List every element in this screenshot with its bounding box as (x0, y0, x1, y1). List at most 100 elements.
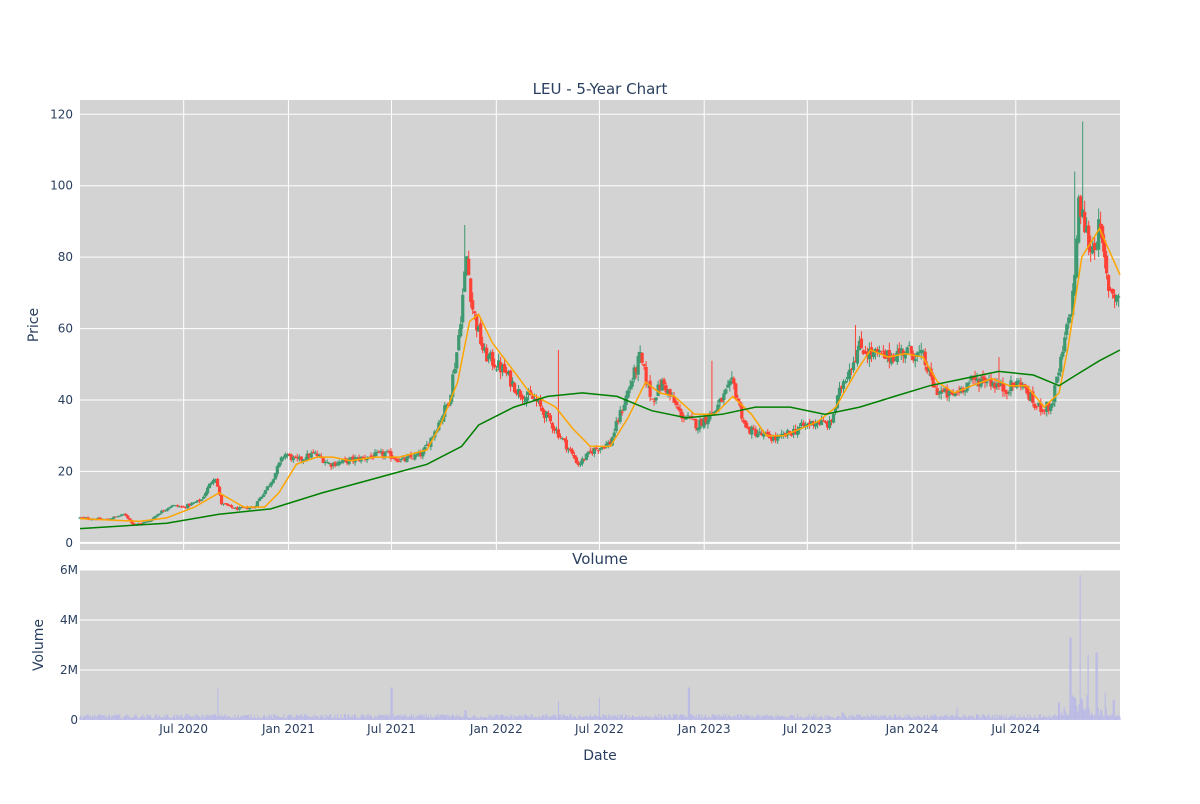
volume-bar (328, 714, 330, 720)
candle-body (859, 338, 864, 349)
volume-bar (418, 716, 420, 720)
volume-bar (465, 710, 467, 720)
candle-body (463, 271, 467, 292)
candle-body (477, 325, 481, 332)
candle-body (341, 459, 345, 463)
volume-bar (614, 715, 616, 720)
candle-body (941, 389, 945, 393)
volume-bar (159, 715, 161, 720)
volume-bar (180, 714, 182, 720)
volume-bar (290, 714, 292, 720)
volume-bar (822, 718, 824, 720)
candle-body (215, 479, 220, 487)
volume-bar (1024, 717, 1026, 720)
volume-bar (359, 716, 361, 720)
volume-bar (942, 716, 944, 720)
volume-bar (1016, 717, 1018, 720)
volume-bar (112, 715, 114, 720)
candle-body (453, 368, 457, 374)
candle-body (516, 389, 521, 395)
volume-bar (1036, 718, 1038, 720)
volume-bar (795, 718, 797, 720)
volume-bar (685, 716, 687, 720)
volume-bar (291, 715, 293, 720)
volume-bar (121, 718, 123, 720)
volume-bar (441, 714, 443, 720)
volume-bar (403, 716, 405, 720)
candle-body (245, 507, 250, 509)
volume-bar (864, 716, 866, 720)
volume-bar (213, 714, 215, 720)
volume-bar (668, 714, 670, 720)
candle-body (917, 352, 921, 354)
volume-bar (770, 715, 772, 720)
volume-bar (619, 714, 621, 720)
volume-bar (1018, 717, 1020, 720)
volume-bar (161, 717, 163, 720)
candle-body (1057, 372, 1061, 376)
volume-bar (242, 716, 244, 720)
volume-bar (319, 714, 321, 720)
volume-bar (405, 714, 407, 720)
volume-bar (1007, 717, 1009, 720)
candle-body (1005, 391, 1009, 394)
volume-bar (489, 714, 491, 720)
candle-body (929, 368, 933, 377)
candle-body (829, 419, 834, 422)
candle-body (849, 368, 854, 370)
volume-bar (537, 718, 539, 720)
volume-bar (170, 717, 172, 720)
candle-body (333, 462, 337, 466)
candle-body (662, 379, 666, 385)
volume-bar (1095, 652, 1097, 720)
candle-body (1003, 389, 1007, 392)
volume-bar (863, 716, 865, 720)
candle-body (616, 420, 620, 422)
volume-bar (749, 715, 751, 720)
volume-bar (1112, 700, 1114, 720)
volume-bar (660, 714, 662, 720)
volume-bar (369, 714, 371, 720)
candle-body (126, 515, 130, 519)
volume-bar (793, 715, 795, 720)
volume-bar (1052, 715, 1054, 720)
candle-body (622, 404, 626, 411)
volume-bar (597, 716, 599, 720)
candle-body (112, 516, 116, 519)
candle-body (144, 521, 148, 523)
candle-body (431, 436, 435, 438)
volume-bar (964, 715, 966, 720)
volume-bar (839, 716, 841, 720)
volume-bar (503, 715, 505, 720)
candle-body (724, 389, 728, 394)
candle-body (576, 462, 580, 466)
volume-bar (757, 714, 759, 720)
volume-bar (262, 715, 264, 720)
volume-bar (163, 714, 165, 720)
volume-bar (634, 717, 636, 720)
candle-body (612, 432, 616, 437)
volume-bar (384, 714, 386, 720)
candle-body (403, 457, 407, 461)
volume-bar (485, 717, 487, 720)
candle-body (855, 349, 860, 364)
volume-bar (883, 715, 885, 720)
candle-body (758, 431, 762, 434)
candle-body (600, 446, 604, 449)
candle-body (1099, 223, 1103, 229)
candle-body (867, 348, 871, 360)
candle-body (680, 411, 684, 419)
volume-bar (447, 716, 449, 720)
candle-body (1089, 247, 1093, 253)
volume-bar (364, 715, 366, 720)
volume-bar (824, 715, 826, 720)
volume-bar (437, 714, 439, 720)
volume-bar (557, 701, 559, 720)
volume-bar (513, 714, 515, 720)
volume-bar (816, 718, 818, 720)
volume-bar (1019, 714, 1021, 720)
volume-bar (283, 714, 285, 720)
candle-body (489, 352, 493, 356)
volume-bar (330, 714, 332, 720)
volume-bar (641, 715, 643, 720)
